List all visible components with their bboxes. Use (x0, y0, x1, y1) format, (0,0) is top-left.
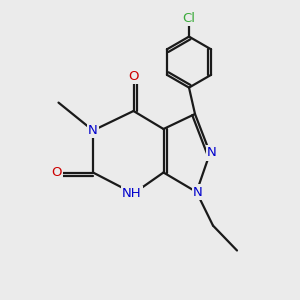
Text: Cl: Cl (182, 11, 196, 25)
Text: NH: NH (122, 187, 142, 200)
Text: O: O (52, 166, 62, 179)
Text: O: O (128, 70, 139, 83)
Text: N: N (207, 146, 216, 160)
Text: N: N (193, 185, 203, 199)
Text: N: N (88, 124, 98, 137)
